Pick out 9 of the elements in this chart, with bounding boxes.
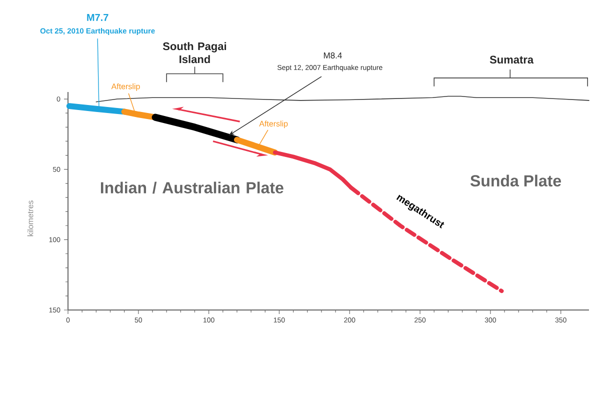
- annotation: Sunda Plate: [470, 174, 562, 186]
- text: M7.7: [87, 14, 108, 21]
- annotation: Afterslip: [111, 83, 140, 91]
- text: Sumatra: [490, 56, 534, 64]
- y-axis-title: kilometres: [27, 200, 34, 236]
- text: M8.4: [324, 52, 342, 58]
- text: South Pagai Island: [162, 42, 226, 64]
- annotation: Afterslip: [259, 120, 288, 128]
- annotation: Indian / Australian Plate: [100, 182, 284, 194]
